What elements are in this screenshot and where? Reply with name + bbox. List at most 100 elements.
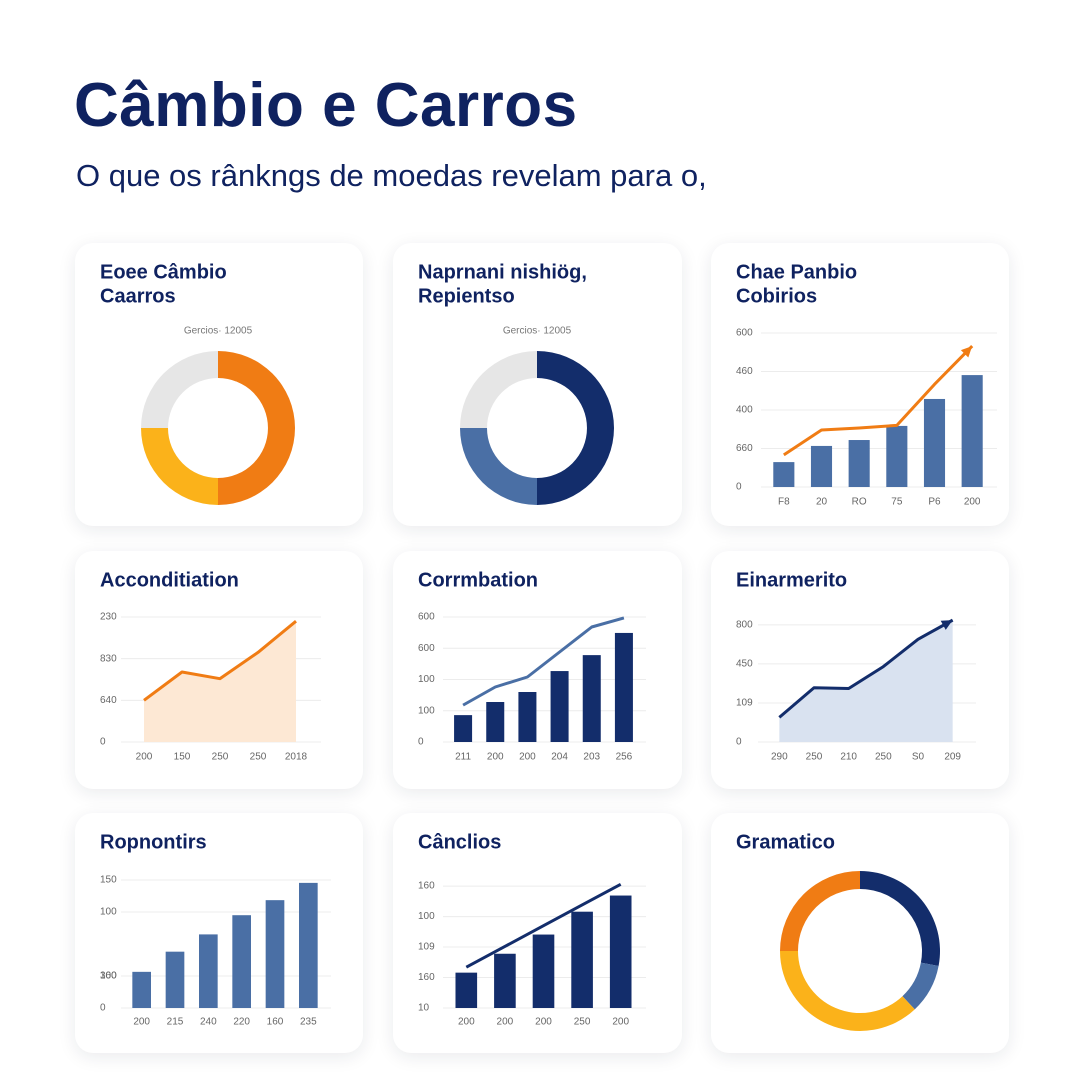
y-tick-label: 830 [100, 653, 117, 664]
y-tick-label: 600 [736, 328, 753, 339]
y-tick-label: 100 [100, 907, 117, 918]
area-fill [779, 620, 953, 742]
bar [923, 398, 946, 487]
x-tick-label: 2018 [285, 752, 308, 763]
bar [609, 895, 632, 1008]
card-title: Eoee Câmbio [100, 261, 227, 283]
card-title: Repientso [418, 285, 515, 307]
bar [532, 934, 555, 1008]
donut-segment [218, 351, 295, 505]
x-tick-label: 210 [840, 752, 857, 763]
bar [494, 953, 516, 1008]
x-tick-label: 240 [200, 1017, 217, 1028]
y-tick-label: 640 [100, 695, 117, 706]
bar [518, 692, 537, 742]
y-tick-label: 460 [736, 366, 753, 377]
y-tick-label: 10 [418, 1003, 430, 1014]
x-tick-label: 20 [816, 497, 828, 508]
chart-card: Corrmbation 0 100 100 600 600 211 200 200 204 203 2… [393, 551, 682, 789]
y-tick-label: 100 [418, 911, 435, 922]
card-title: Chae Panbio [736, 261, 857, 283]
y-tick-label: 109 [418, 942, 435, 953]
x-tick-label: 200 [964, 497, 981, 508]
chart: Einarmerito 0 109 450 800 290 250 210 250 S0 209 [736, 569, 976, 763]
bar [571, 911, 593, 1008]
y-tick-label: 100 [100, 971, 117, 982]
donut-segment [141, 351, 218, 428]
card-title: Cobirios [736, 285, 817, 307]
bar [232, 915, 251, 1008]
chart-card: Acconditiation 0 640 830 230 200 150 250 250 2018 [75, 551, 363, 789]
donut-segment [902, 962, 939, 1010]
x-tick-label: 250 [250, 752, 267, 763]
chart-subtitle: Gercios· 12005 [503, 326, 572, 337]
chart-card: Cânclios 10 160 109 100 160 200 200 200 250 200 [393, 813, 682, 1053]
y-tick-label: 109 [736, 698, 753, 709]
card-title: Acconditiation [100, 569, 239, 591]
x-tick-label: 256 [616, 752, 633, 763]
y-tick-label: 400 [736, 405, 753, 416]
bar [614, 632, 633, 742]
bar [199, 934, 218, 1008]
bar [299, 882, 318, 1008]
x-tick-label: 200 [458, 1017, 475, 1028]
bar [886, 425, 908, 487]
y-tick-label: 800 [736, 619, 753, 630]
donut-segment [141, 428, 218, 505]
y-tick-label: 160 [418, 881, 435, 892]
x-tick-label: 204 [551, 752, 568, 763]
y-tick-label: 600 [418, 643, 435, 654]
bar [486, 702, 505, 742]
x-tick-label: 209 [944, 752, 961, 763]
y-tick-label: 160 [418, 972, 435, 983]
y-tick-label: 450 [736, 659, 753, 670]
donut-segment [460, 428, 537, 505]
x-tick-label: 203 [583, 752, 600, 763]
x-tick-label: 250 [574, 1017, 591, 1028]
chart-card: Gramatico [711, 813, 1009, 1053]
chart-card: Einarmerito 0 109 450 800 290 250 210 250 S0 209 [711, 551, 1009, 789]
line [462, 616, 625, 707]
bar [848, 440, 870, 487]
chart: Cânclios 10 160 109 100 160 200 200 200 250 200 [418, 831, 646, 1028]
bar [454, 715, 473, 742]
line [465, 882, 622, 969]
chart: Corrmbation 0 100 100 600 600 211 200 200 204 203 2… [418, 569, 646, 763]
bar [773, 462, 795, 487]
y-tick-label: 0 [100, 737, 106, 748]
bar [810, 445, 833, 487]
chart: Gramatico [736, 831, 940, 1031]
x-tick-label: 150 [174, 752, 191, 763]
y-tick-label: 230 [100, 612, 117, 623]
donut-segment [537, 351, 614, 505]
card-title: Einarmerito [736, 569, 847, 591]
x-tick-label: P6 [928, 497, 941, 508]
line [783, 345, 974, 457]
bar [132, 971, 151, 1008]
x-tick-label: F8 [778, 497, 790, 508]
x-tick-label: 160 [267, 1017, 284, 1028]
x-tick-label: 200 [487, 752, 504, 763]
x-tick-label: 200 [136, 752, 153, 763]
chart-card: Chae Panbio Cobirios 0 660 400 460 600 F8 20 RO 75… [711, 243, 1009, 526]
chart-card: Eoee Câmbio Caarros Gercios· 12005 [75, 243, 363, 526]
chart: Acconditiation 0 640 830 230 200 150 250 250 2018 [100, 569, 321, 763]
card-title: Naprnani nishiög, [418, 261, 587, 283]
x-tick-label: 250 [212, 752, 229, 763]
line [143, 620, 297, 702]
chart-card: Ropnontirs 0 360 100 100 150 200 215 240 220 160 23… [75, 813, 363, 1053]
x-tick-label: 200 [612, 1017, 629, 1028]
x-tick-label: 200 [535, 1017, 552, 1028]
bar [582, 655, 601, 742]
x-tick-label: S0 [912, 752, 925, 763]
donut-segment [780, 871, 860, 951]
bar [265, 900, 285, 1008]
arrow-head [960, 346, 973, 358]
x-tick-label: 75 [891, 497, 903, 508]
x-tick-label: 235 [300, 1017, 317, 1028]
x-tick-label: 215 [167, 1017, 184, 1028]
page-title: Câmbio e Carros [74, 71, 578, 140]
